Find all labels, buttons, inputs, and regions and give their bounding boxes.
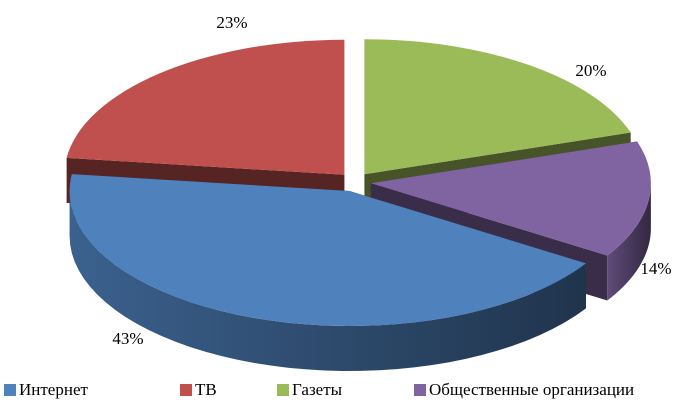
data-label: 20% [575, 61, 606, 80]
legend-swatch [277, 384, 289, 396]
legend-label: ТВ [195, 380, 217, 399]
slice-side [607, 183, 651, 301]
legend-swatch [180, 384, 192, 396]
slice [370, 141, 651, 256]
slice-side [69, 191, 586, 371]
legend-swatch [4, 384, 16, 396]
slice [364, 39, 631, 175]
legend-label: Газеты [292, 380, 343, 399]
slice [69, 174, 586, 327]
legend-label: Интернет [19, 380, 88, 399]
legend-swatch [414, 384, 426, 396]
data-label: 43% [112, 329, 143, 348]
data-label: 23% [216, 13, 247, 32]
legend-label: Общественные организации [429, 380, 634, 399]
data-label: 14% [640, 259, 671, 278]
slice [66, 39, 345, 175]
